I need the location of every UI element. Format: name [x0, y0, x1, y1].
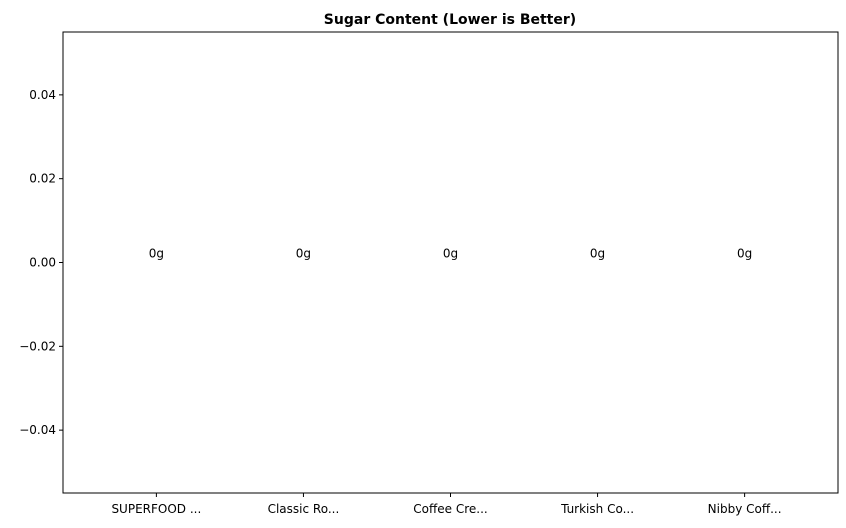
chart-title: Sugar Content (Lower is Better)	[324, 12, 576, 28]
x-tick-label: SUPERFOOD ...	[111, 502, 201, 516]
x-tick-label: Turkish Co...	[560, 502, 634, 516]
plot-frame	[62, 31, 839, 494]
y-tick-label: 0.00	[29, 256, 56, 270]
y-tick-label: −0.04	[19, 423, 56, 437]
x-tick-label: Nibby Coff...	[708, 502, 782, 516]
bar-value-label: 0g	[149, 247, 164, 261]
x-tick-label: Coffee Cre...	[413, 502, 487, 516]
y-tick-label: −0.02	[19, 339, 56, 353]
bar-value-label: 0g	[737, 247, 752, 261]
y-tick-label: 0.04	[29, 88, 56, 102]
x-tick-label: Classic Ro...	[268, 502, 340, 516]
bar-value-label: 0g	[590, 247, 605, 261]
bar-value-label: 0g	[296, 247, 311, 261]
y-tick-label: 0.02	[29, 172, 56, 186]
bar-value-label: 0g	[443, 247, 458, 261]
